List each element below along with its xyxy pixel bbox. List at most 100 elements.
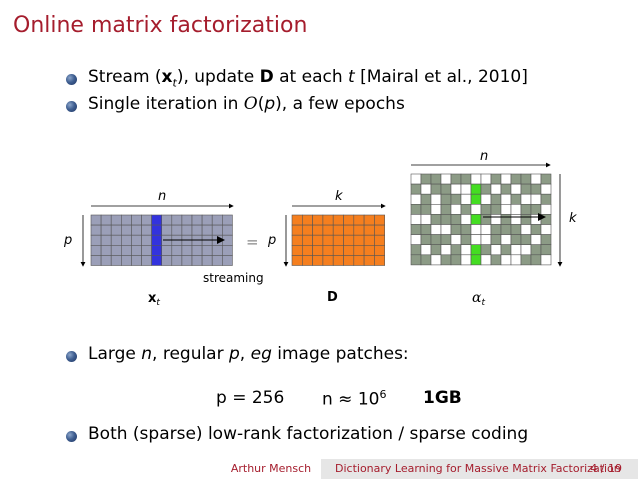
alpha-cell: [510, 214, 522, 225]
alpha-cell: [530, 234, 542, 246]
bullet-large-n: Large n, regular p, eg image patches:: [88, 344, 409, 364]
alpha-cell: [440, 193, 452, 205]
x-cell: [100, 214, 112, 226]
alpha-cell: [530, 193, 542, 205]
bullet-single-iteration: Single iteration in O(p), a few epochs: [88, 94, 405, 114]
alpha-cell: [530, 204, 542, 215]
x-cell: [191, 255, 203, 266]
d-cell: [312, 234, 324, 246]
alpha-cell: [460, 214, 472, 225]
x-cell: [141, 214, 152, 226]
formula-size: 1GB: [423, 388, 462, 408]
alpha-cell: [430, 234, 442, 246]
bullet-marker: [66, 351, 77, 362]
alpha-cell: [530, 244, 542, 256]
x-cell: [161, 245, 173, 256]
alpha-cell: [450, 204, 462, 215]
alpha-cell: [490, 193, 502, 205]
x-cell: [201, 245, 213, 256]
alpha-cell: [470, 214, 482, 225]
d-cell: [332, 224, 344, 236]
x-cell: [100, 224, 112, 236]
alpha-cell: [510, 183, 522, 195]
alpha-cell: [420, 224, 432, 235]
alpha-cell: [410, 193, 422, 205]
alpha-cell: [510, 204, 522, 215]
x-cell: [131, 214, 142, 226]
d-cell: [291, 224, 303, 236]
alpha-cell: [500, 224, 512, 235]
alpha-cell: [510, 234, 522, 246]
alpha-cell: [430, 254, 442, 266]
alpha-cell: [500, 254, 512, 266]
d-cell: [353, 214, 365, 226]
alpha-label: αt: [472, 290, 485, 308]
x-cell: [222, 245, 233, 256]
alpha-cell: [410, 234, 422, 246]
x-cell: [141, 245, 152, 256]
x-cell: [222, 214, 233, 226]
alpha-cell: [440, 183, 452, 195]
alpha-cell: [480, 214, 492, 225]
alpha-cell: [530, 214, 542, 225]
alpha-cell: [480, 193, 492, 205]
x-cell: [110, 224, 122, 236]
x-label: xt: [148, 291, 160, 308]
alpha-cell: [540, 254, 552, 266]
alpha-cell: [540, 244, 552, 256]
x-cell: [141, 255, 152, 266]
d-cell: [312, 214, 324, 226]
alpha-cell: [450, 234, 462, 246]
x-cell: [171, 214, 183, 226]
alpha-cell: [470, 234, 482, 246]
d-cell: [332, 255, 344, 266]
x-cell: [211, 245, 223, 256]
d-cell: [374, 255, 385, 266]
alpha-cell: [510, 193, 522, 205]
alpha-cell: [540, 214, 552, 225]
x-cell: [131, 245, 142, 256]
alpha-cell: [520, 204, 532, 215]
x-cell: [181, 245, 193, 256]
alpha-cell: [470, 244, 482, 256]
x-cell: [100, 234, 112, 246]
alpha-cell: [410, 244, 422, 256]
x-cell: [131, 224, 142, 236]
alpha-cell: [490, 183, 502, 195]
alpha-cell: [520, 183, 532, 195]
d-cell: [322, 214, 334, 226]
x-cell: [121, 234, 132, 246]
alpha-cell: [410, 254, 422, 266]
alpha-cell: [450, 214, 462, 225]
x-cell: [90, 234, 102, 246]
x-cell: [151, 224, 163, 236]
alpha-cell: [450, 244, 462, 256]
d-cell: [312, 245, 324, 256]
alpha-cell: [520, 193, 532, 205]
alpha-cell: [450, 173, 462, 185]
x-dim-left: p: [63, 233, 72, 248]
x-cell: [161, 224, 173, 236]
d-label: D: [327, 290, 338, 305]
x-cell: [201, 224, 213, 236]
alpha-cell: [440, 234, 452, 246]
alpha-cell: [460, 234, 472, 246]
alpha-cell: [440, 254, 452, 266]
footer-talk-title: Dictionary Learning for Massive Matrix F…: [335, 462, 621, 475]
d-cell: [353, 224, 365, 236]
x-cell: [110, 255, 122, 266]
d-cell: [301, 255, 313, 266]
x-cell: [110, 214, 122, 226]
alpha-cell: [480, 224, 492, 235]
x-cell: [151, 234, 163, 246]
alpha-cell: [500, 173, 512, 185]
alpha-matrix: [410, 173, 552, 266]
d-cell: [343, 245, 355, 256]
alpha-cell: [510, 224, 522, 235]
d-cell: [363, 245, 375, 256]
footer-page-number: 4 / 19: [590, 462, 622, 475]
x-cell: [121, 224, 132, 236]
d-cell: [374, 245, 385, 256]
alpha-cell: [420, 234, 432, 246]
alpha-cell: [540, 204, 552, 215]
